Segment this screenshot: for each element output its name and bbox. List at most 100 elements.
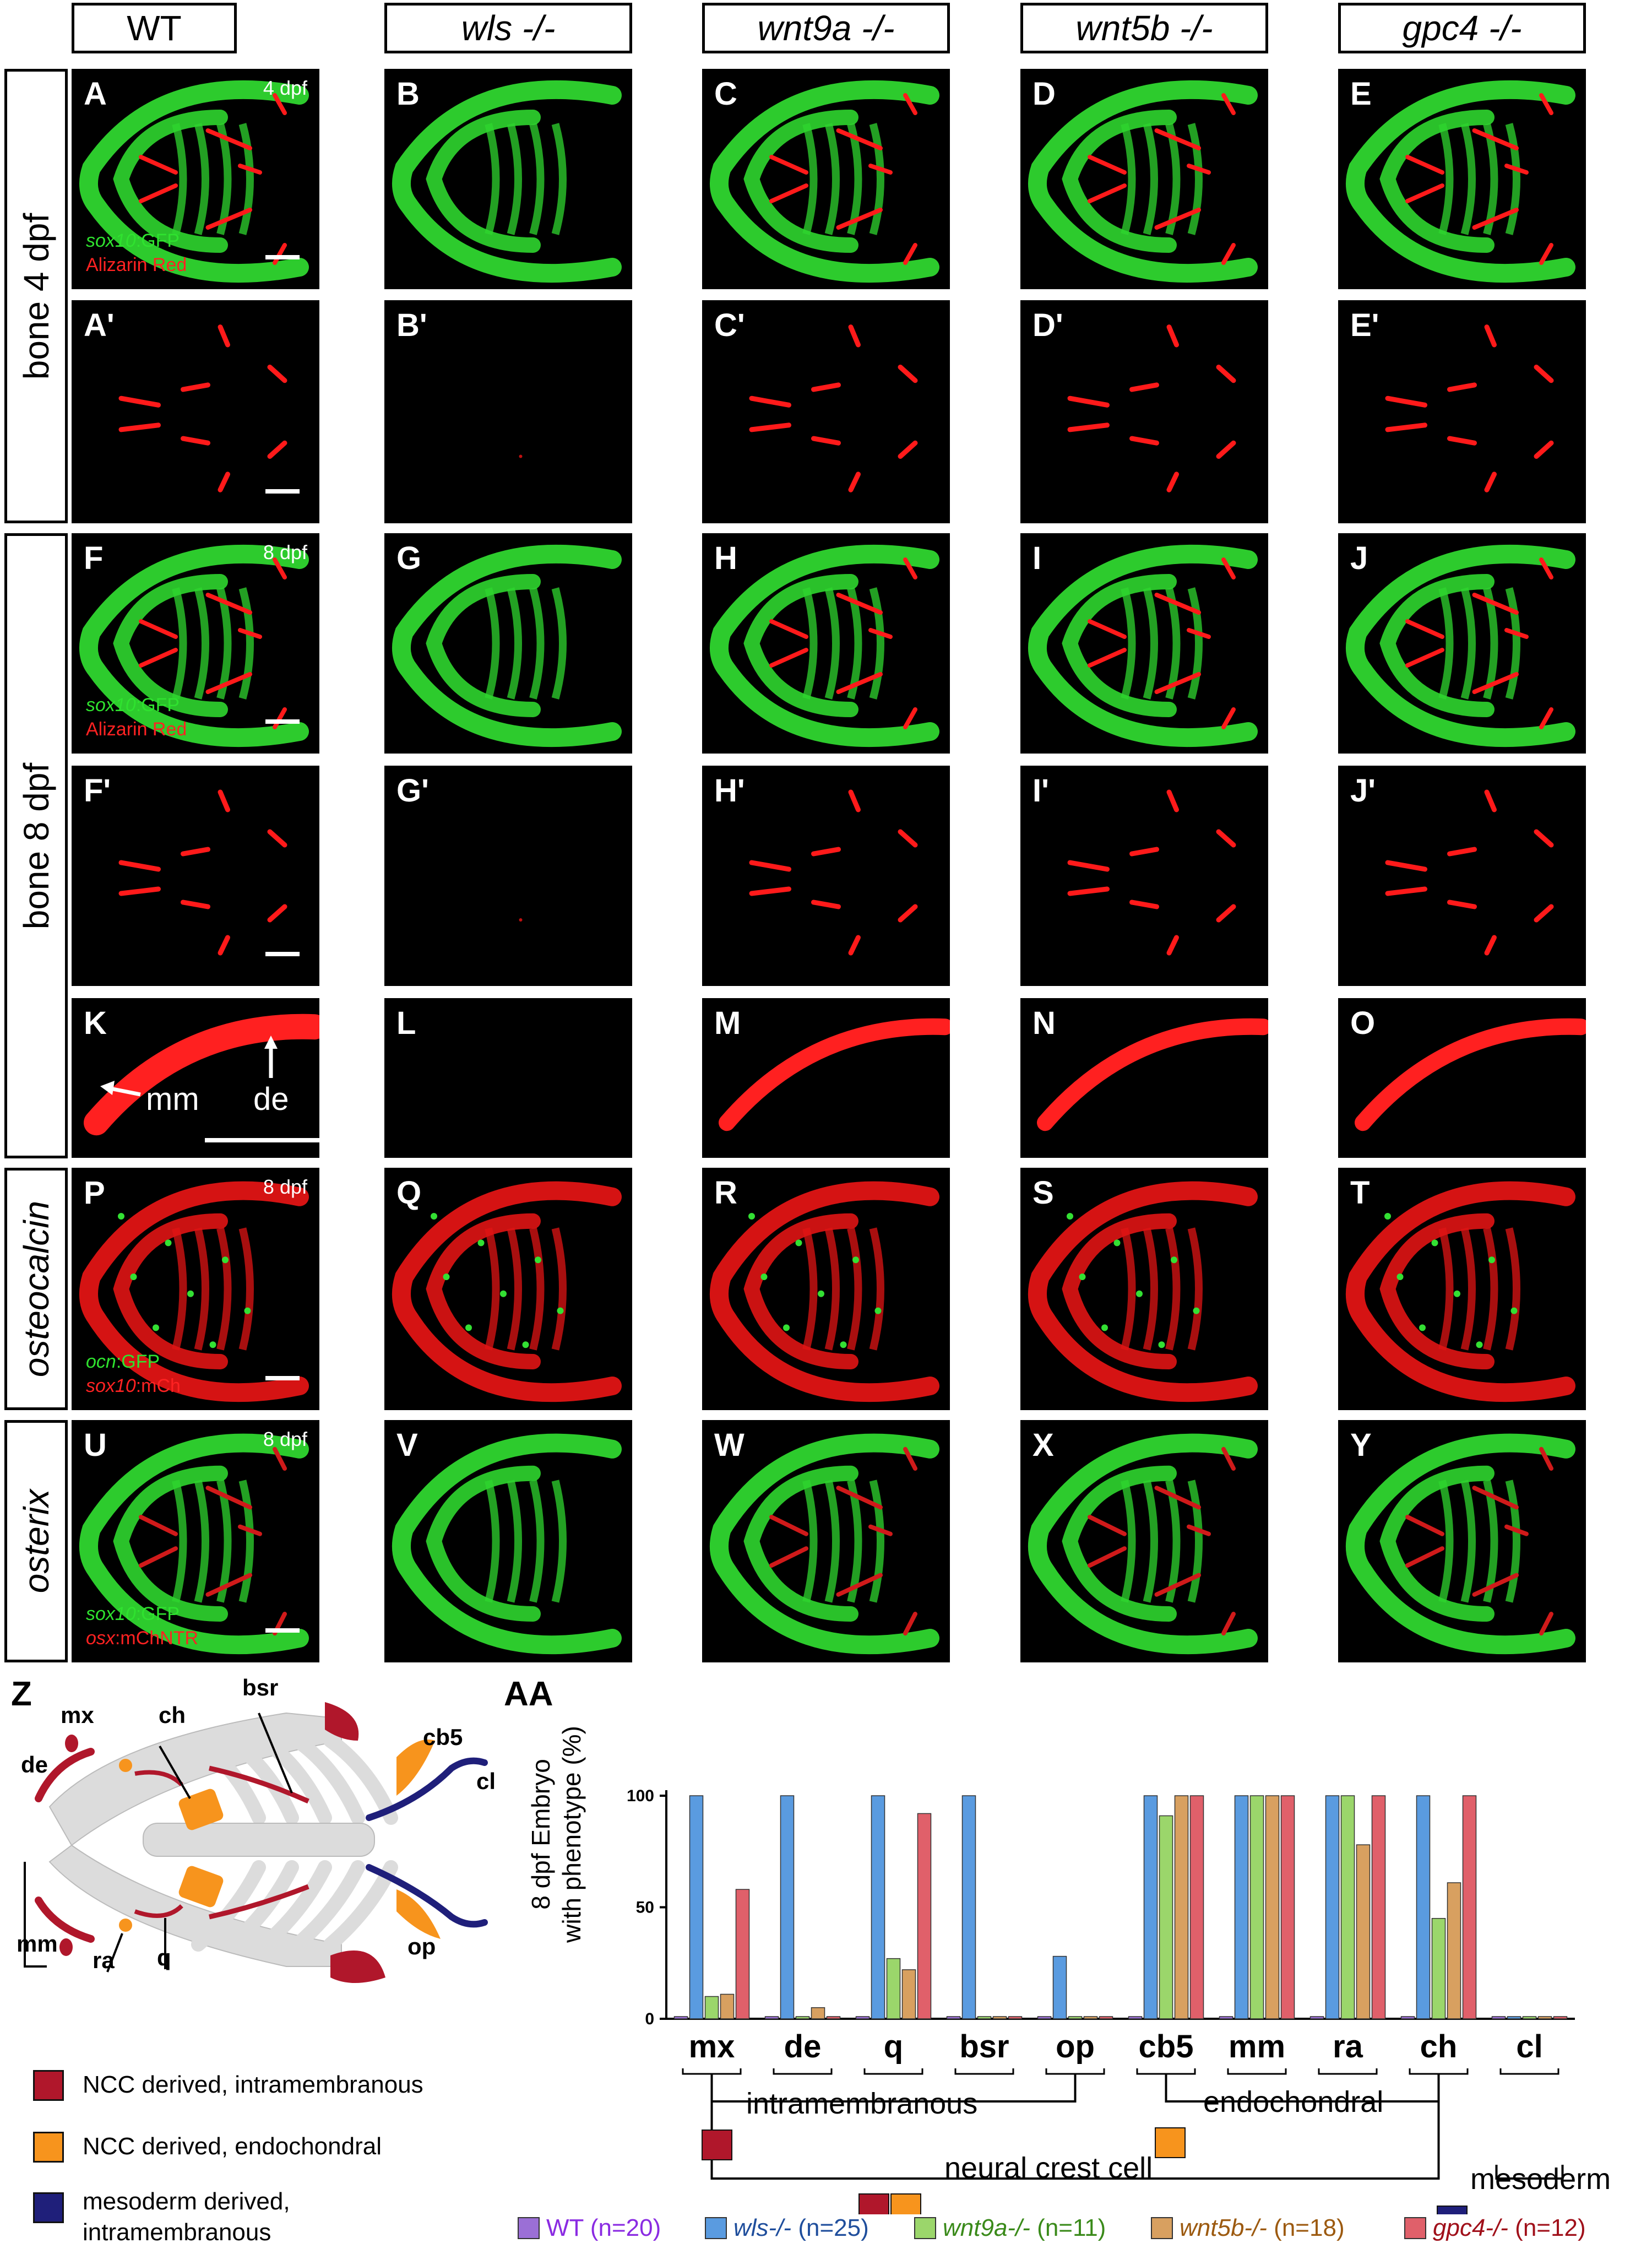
micrograph-panel: W xyxy=(702,1420,950,1662)
ossification-mark xyxy=(1405,1546,1444,1568)
ossification-mark xyxy=(769,648,808,668)
ossification-mark xyxy=(139,1546,178,1568)
bone-mark xyxy=(1534,829,1554,848)
x-category-label: bsr xyxy=(959,2029,1009,2065)
cartilage-inner xyxy=(113,574,228,717)
micrograph-panel: D' xyxy=(1020,300,1268,523)
ossification-mark xyxy=(1187,628,1211,639)
cartilage-outline xyxy=(392,1433,622,1655)
ceratobranchial-arch xyxy=(1460,1227,1476,1351)
bar xyxy=(1099,2016,1113,2019)
panel-letter: I xyxy=(1032,540,1042,576)
bone-mx-upper xyxy=(65,1735,78,1752)
marker-cell xyxy=(500,1290,507,1297)
micrograph-image xyxy=(1346,544,1575,747)
arrowhead-de xyxy=(264,1036,278,1049)
cartilage-inner xyxy=(1379,1213,1495,1369)
legend-ncc-intramembranous: NCC derived, intramembranous xyxy=(83,2071,423,2098)
y-tick-label: 0 xyxy=(645,2010,654,2028)
category-bracket xyxy=(954,2068,1014,2075)
column-header-wnt5b: wnt5b -/- xyxy=(1020,3,1268,53)
bone-mark xyxy=(811,436,841,446)
ossification-mark xyxy=(1405,1515,1444,1536)
bar xyxy=(917,1813,932,2019)
bone-mark xyxy=(1447,382,1477,392)
micrograph-panel: I xyxy=(1020,533,1268,754)
marker-cell xyxy=(118,1213,124,1220)
ossification-mark xyxy=(1539,707,1553,729)
bar xyxy=(886,1958,901,2019)
micrograph-image xyxy=(1028,1181,1258,1402)
bone-de-lower xyxy=(35,1897,95,1943)
label-op: op xyxy=(407,1933,436,1959)
bone-cl-lower xyxy=(366,1864,488,1928)
ossification-mark xyxy=(205,208,252,230)
micrograph-panel: B' xyxy=(384,300,632,523)
bar xyxy=(1159,1815,1173,2019)
x-category-label: ra xyxy=(1333,2029,1363,2065)
category-bracket xyxy=(863,2068,923,2075)
panel-letter: C' xyxy=(714,307,745,343)
micrograph-image xyxy=(392,1433,622,1655)
bar xyxy=(1356,1844,1371,2019)
ceratobranchial-arch xyxy=(1483,1227,1498,1351)
ceratobranchial-arch xyxy=(1187,1480,1203,1603)
bone-mark xyxy=(267,440,287,459)
micrograph-image xyxy=(1028,544,1258,747)
bar xyxy=(1491,2016,1506,2019)
swatch-endochondral xyxy=(1155,2127,1186,2158)
bar xyxy=(1371,1795,1386,2019)
cartilage-inner xyxy=(426,110,541,253)
bar xyxy=(1083,2016,1098,2019)
channel-caption-green: sox10:GFP xyxy=(86,1603,180,1624)
ceratobranchial-arch xyxy=(1143,123,1158,235)
ossification-mark xyxy=(1221,243,1236,265)
marker-cell xyxy=(1079,1274,1086,1280)
micrograph-panel: C xyxy=(702,69,950,289)
x-category-label: mx xyxy=(689,2029,735,2065)
ceratobranchial-arch xyxy=(1438,1480,1454,1603)
ossification-mark xyxy=(1221,557,1236,579)
legend-mesoderm-line1: mesoderm derived, xyxy=(83,2188,290,2215)
ceratobranchial-arch xyxy=(507,1480,522,1603)
bone-ch-upper xyxy=(178,1789,224,1830)
annotation-arrows xyxy=(100,1036,278,1097)
dentary-bone xyxy=(1037,1018,1268,1131)
ossification-mark xyxy=(205,1573,252,1597)
cartilage-outline xyxy=(392,544,622,747)
leader-ch xyxy=(159,1745,191,1800)
bone-mark xyxy=(848,472,861,492)
micrograph-image xyxy=(79,1181,309,1402)
bone-mark xyxy=(1484,472,1497,492)
cartilage-outline xyxy=(1345,1181,1575,1402)
cartilage-outline xyxy=(710,544,939,747)
x-category-label: mm xyxy=(1229,2029,1285,2065)
micrograph-panel: P 8 dpf ocn:GFP sox10:mCh xyxy=(72,1168,319,1410)
leader-ra xyxy=(106,1933,123,1973)
panel-letter: H' xyxy=(714,773,745,809)
ossification-mark xyxy=(836,128,883,150)
bone-mark xyxy=(118,886,161,896)
micrograph-image xyxy=(709,1181,939,1402)
micrograph-panel: E xyxy=(1338,69,1586,289)
bone-mark xyxy=(1385,395,1427,408)
micrograph-image xyxy=(1067,324,1236,492)
legend-swatch xyxy=(1151,2217,1173,2239)
cartilage-inner xyxy=(743,574,858,717)
ceratobranchial-arch xyxy=(1460,587,1476,700)
micrograph-image xyxy=(1028,1433,1258,1655)
bone-mark xyxy=(1447,436,1477,446)
marker-cell xyxy=(465,1324,472,1331)
bone-mark xyxy=(811,382,841,392)
ossification-mark xyxy=(1088,619,1127,639)
ossification-mark xyxy=(1221,1612,1236,1636)
panel-letter: A' xyxy=(84,307,115,343)
ossification-mark xyxy=(836,672,883,694)
category-bracket xyxy=(773,2068,833,2075)
marker-cell xyxy=(840,1341,847,1348)
ossification-mark xyxy=(868,628,893,639)
ossification-mark xyxy=(1088,1515,1127,1536)
ossification-mark xyxy=(868,164,893,175)
panel-letter: N xyxy=(1032,1005,1056,1041)
bone-mark xyxy=(218,789,230,812)
